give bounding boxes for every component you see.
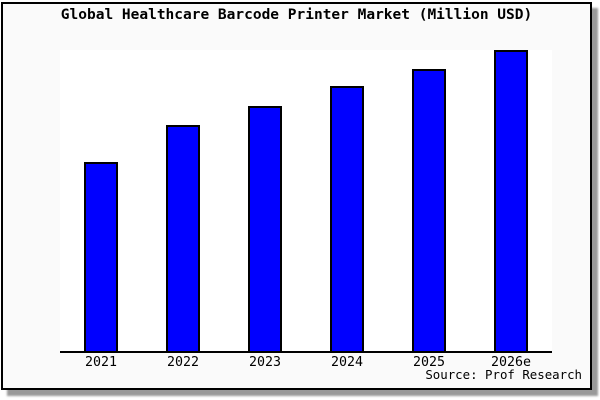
x-axis-labels: 2021 2022 2023 2024 2025 2026e	[60, 355, 552, 370]
x-tick-label: 2026e	[490, 355, 532, 370]
x-tick-label: 2025	[412, 355, 446, 370]
source-credit: Source: Prof Research	[425, 367, 582, 382]
bar-2023	[248, 105, 282, 351]
bar-2022	[166, 124, 200, 351]
chart-title: Global Healthcare Barcode Printer Market…	[60, 7, 533, 23]
bar-slot	[224, 50, 306, 351]
bar-slot	[142, 50, 224, 351]
bar-2021	[84, 161, 118, 351]
bar-slot	[306, 50, 388, 351]
chart-frame: Global Healthcare Barcode Printer Market…	[1, 2, 592, 390]
bar-2026e	[494, 50, 528, 351]
bar-2025	[412, 68, 446, 351]
bar-slot	[60, 50, 142, 351]
bar-2024	[330, 86, 364, 351]
bar-slot	[388, 50, 470, 351]
x-tick-label: 2021	[84, 355, 118, 370]
bars-row	[60, 50, 552, 351]
x-tick-label: 2023	[248, 355, 282, 370]
bar-slot	[470, 50, 552, 351]
x-tick-label: 2024	[330, 355, 364, 370]
plot-area	[60, 50, 552, 353]
x-tick-label: 2022	[166, 355, 200, 370]
